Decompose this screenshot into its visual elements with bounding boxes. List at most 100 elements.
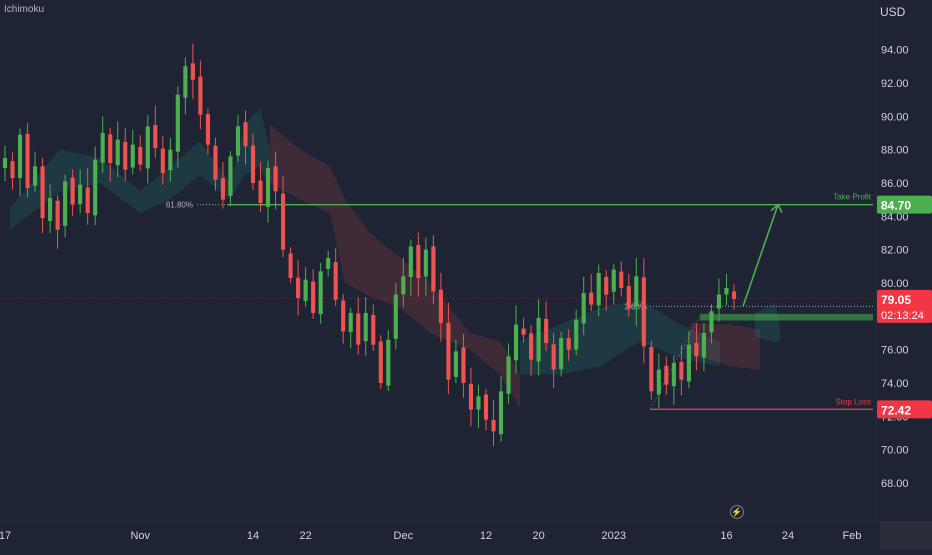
candle-body: [596, 273, 601, 306]
candle-body: [348, 313, 353, 333]
candle-body: [341, 300, 346, 332]
candle-body: [85, 187, 90, 213]
candle-body: [724, 288, 729, 295]
candle-body: [574, 319, 579, 350]
x-tick-label: 17: [0, 530, 11, 542]
candle-body: [55, 200, 60, 230]
currency-label[interactable]: USD: [880, 5, 906, 19]
price-labels: 84.70 72.42 79.05 02:13:24: [877, 195, 932, 419]
fib-618-label: 61.80%: [166, 201, 193, 210]
candle-body: [123, 141, 128, 170]
stop-loss-price-text: 72.42: [881, 403, 911, 417]
candle-body: [453, 351, 458, 377]
candle-body: [408, 246, 413, 277]
candle-body: [63, 181, 68, 226]
candle-body: [371, 314, 376, 345]
x-tick-label: 12: [480, 530, 492, 542]
lightning-icon[interactable]: ⚡: [730, 505, 744, 519]
x-tick-label: 16: [720, 530, 732, 542]
candle-body: [2, 158, 8, 168]
timezone-box[interactable]: [880, 522, 932, 550]
candle-body: [446, 322, 451, 380]
y-tick-label: 88.00: [881, 145, 909, 157]
candle-body: [288, 253, 293, 278]
candle-body: [10, 161, 15, 178]
candle-body: [611, 269, 616, 292]
candle-body: [604, 276, 609, 295]
y-tick-label: 76.00: [881, 345, 909, 357]
candle-body: [183, 66, 188, 98]
candle-body: [581, 293, 586, 324]
candle-body: [483, 394, 489, 420]
indicator-label[interactable]: Ichimoku: [4, 4, 45, 15]
candle-body: [190, 63, 195, 80]
candle-body: [153, 125, 158, 148]
y-tick-label: 92.00: [881, 78, 909, 90]
x-tick-label: Nov: [130, 530, 150, 542]
stop-loss-price-box: [877, 400, 932, 419]
x-tick-label: 2023: [602, 530, 626, 542]
candle-body: [303, 279, 308, 301]
candle-body: [701, 333, 707, 358]
candle-body: [145, 126, 150, 169]
candle-body: [273, 166, 278, 192]
y-tick-label: 82.00: [881, 245, 909, 257]
candle-body: [356, 313, 361, 345]
candle-body: [498, 391, 504, 435]
take-profit-label: Take Profit: [833, 193, 872, 202]
candle-body: [716, 294, 722, 309]
candle-body: [679, 362, 684, 380]
candle-body: [401, 276, 406, 295]
candle-body: [416, 244, 421, 278]
x-tick-label: 20: [532, 530, 544, 542]
candle-body: [70, 177, 75, 205]
projection-arrow-line: [742, 204, 779, 307]
take-profit-price-text: 84.70: [881, 199, 911, 213]
candle-body: [258, 180, 263, 203]
candle-body: [243, 122, 248, 147]
candle-body: [40, 166, 45, 218]
ichimoku-cloud: [10, 108, 780, 409]
candle-body: [709, 311, 714, 333]
candle-body: [93, 159, 98, 216]
candle-body: [138, 146, 143, 165]
candle-body: [506, 356, 511, 394]
support-zone-rect: [700, 313, 873, 321]
countdown-text: 02:13:24: [881, 310, 924, 322]
current-price-text: 79.05: [881, 293, 911, 307]
candle-body: [281, 193, 286, 250]
candle-body: [265, 168, 271, 207]
candle-body: [491, 419, 496, 432]
candle-body: [438, 289, 443, 323]
candles: [2, 43, 737, 447]
cloud-band-bull: [10, 108, 270, 230]
candle-body: [205, 114, 210, 145]
cloud-band-bear: [270, 124, 520, 409]
y-tick-label: 90.00: [881, 111, 909, 123]
candle-body: [589, 292, 594, 305]
candle-body: [386, 339, 391, 386]
y-tick-label: 80.00: [881, 278, 909, 290]
candle-body: [32, 166, 38, 186]
x-tick-label: Dec: [394, 530, 414, 542]
candle-body: [671, 363, 676, 387]
x-tick-label: 14: [247, 530, 259, 542]
candle-body: [220, 178, 226, 200]
y-tick-label: 70.00: [881, 445, 909, 457]
candle-body: [664, 365, 669, 385]
candle-body: [78, 184, 83, 205]
candle-body: [731, 291, 737, 299]
y-tick-label: 86.00: [881, 178, 909, 190]
candle-body: [228, 156, 233, 196]
stop-loss-label: Stop Loss: [835, 397, 871, 406]
candle-body: [363, 313, 368, 342]
candle-body: [17, 134, 23, 178]
candle-body: [393, 294, 398, 339]
candle-body: [544, 318, 549, 343]
candle-body: [551, 344, 556, 370]
projection-arrowhead: [770, 203, 783, 214]
candle-body: [318, 271, 323, 315]
candle-body: [431, 246, 436, 292]
